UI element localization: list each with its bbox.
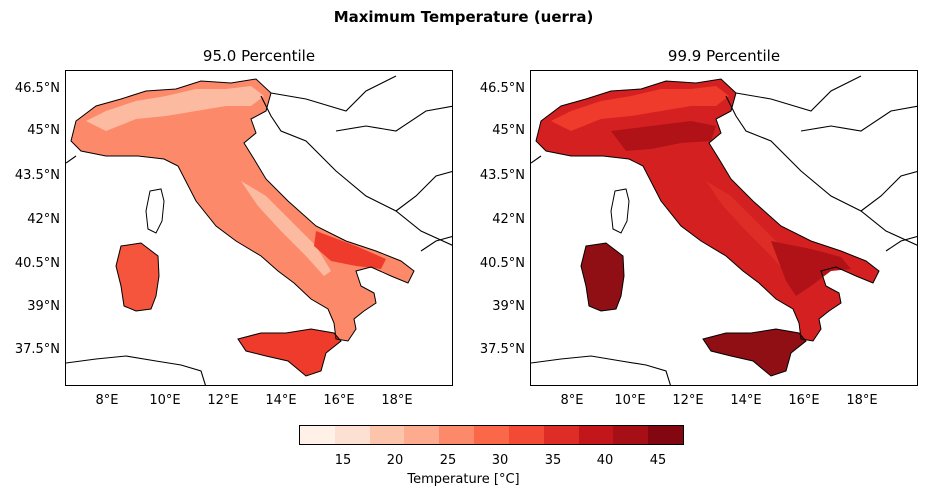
border-line bbox=[335, 105, 452, 132]
lat-tick-label: 42°N bbox=[492, 212, 525, 227]
colorbar-swatch bbox=[439, 426, 475, 444]
lon-tick-label: 12°E bbox=[672, 393, 704, 408]
france-coast bbox=[531, 155, 542, 164]
sardinia bbox=[581, 243, 624, 311]
po-valley-hot-zone bbox=[611, 121, 716, 151]
lat-tick-label: 39°N bbox=[492, 299, 525, 314]
colorbar bbox=[299, 425, 684, 445]
colorbar-tick-label: 45 bbox=[649, 453, 667, 468]
colorbar-swatch bbox=[508, 426, 544, 444]
colorbar-tick-label: 35 bbox=[544, 453, 562, 468]
apennines-cooler-zone bbox=[241, 181, 331, 276]
balkan-coast bbox=[725, 95, 917, 246]
map-panel-99-9-percentile bbox=[530, 70, 918, 386]
lon-tick-label: 8°E bbox=[560, 393, 584, 408]
border-line bbox=[860, 170, 917, 212]
border-line bbox=[885, 235, 917, 252]
border-line bbox=[420, 235, 452, 252]
apulia-warm-zone bbox=[314, 231, 386, 269]
corsica bbox=[145, 188, 165, 234]
colorbar-swatch bbox=[578, 426, 614, 444]
map-canvas-left bbox=[66, 75, 452, 385]
lat-tick-label: 42°N bbox=[27, 212, 60, 227]
lon-tick-label: 10°E bbox=[149, 393, 181, 408]
colorbar-swatch bbox=[404, 426, 440, 444]
apennines-cooler-zone bbox=[706, 181, 796, 276]
lon-tick-label: 14°E bbox=[265, 393, 297, 408]
lat-tick-label: 37.5°N bbox=[479, 342, 525, 357]
border-line bbox=[735, 75, 862, 112]
southern-hot-zone bbox=[771, 241, 851, 296]
lat-tick-label: 46.5°N bbox=[14, 81, 60, 96]
map-panel-95-percentile bbox=[65, 70, 453, 386]
colorbar-tick-label: 40 bbox=[596, 453, 614, 468]
balkan-coast bbox=[260, 95, 452, 246]
border-line bbox=[270, 75, 397, 112]
lon-tick-label: 16°E bbox=[788, 393, 820, 408]
colorbar-swatch bbox=[613, 426, 649, 444]
lat-tick-label: 40.5°N bbox=[479, 256, 525, 271]
france-coast bbox=[66, 155, 77, 164]
colorbar-tick-label: 30 bbox=[491, 453, 509, 468]
africa-coast bbox=[531, 355, 671, 385]
lat-tick-label: 46.5°N bbox=[479, 81, 525, 96]
colorbar-tick-label: 25 bbox=[439, 453, 457, 468]
lat-tick-label: 40.5°N bbox=[14, 256, 60, 271]
lat-tick-label: 37.5°N bbox=[14, 342, 60, 357]
colorbar-swatch bbox=[369, 426, 405, 444]
colorbar-swatch bbox=[334, 426, 370, 444]
colorbar-label: Temperature [°C] bbox=[407, 472, 520, 487]
figure-title: Maximum Temperature (uerra) bbox=[333, 8, 594, 26]
lon-tick-label: 8°E bbox=[95, 393, 119, 408]
border-line bbox=[395, 170, 452, 212]
colorbar-tick-label: 20 bbox=[386, 453, 404, 468]
italy-mainland bbox=[71, 79, 414, 341]
corsica bbox=[610, 188, 630, 234]
sicily bbox=[703, 329, 806, 376]
lon-tick-label: 18°E bbox=[381, 393, 413, 408]
lat-tick-label: 45°N bbox=[492, 123, 525, 138]
lon-tick-label: 16°E bbox=[323, 393, 355, 408]
lon-tick-label: 18°E bbox=[846, 393, 878, 408]
colorbar-swatch bbox=[543, 426, 579, 444]
africa-coast bbox=[66, 355, 206, 385]
lon-tick-label: 14°E bbox=[730, 393, 762, 408]
sardinia bbox=[116, 243, 159, 311]
map-canvas-right bbox=[531, 75, 917, 385]
lat-tick-label: 43.5°N bbox=[14, 168, 60, 183]
panel-title-left: 95.0 Percentile bbox=[202, 47, 316, 65]
colorbar-swatch bbox=[300, 426, 335, 444]
alps-cooler-zone bbox=[551, 86, 729, 131]
lat-tick-label: 39°N bbox=[27, 299, 60, 314]
alps-cooler-zone bbox=[86, 86, 264, 131]
lat-tick-label: 45°N bbox=[27, 123, 60, 138]
border-line bbox=[800, 105, 917, 132]
lon-tick-label: 10°E bbox=[614, 393, 646, 408]
colorbar-swatch bbox=[648, 426, 683, 444]
colorbar-swatch bbox=[474, 426, 509, 444]
sicily bbox=[238, 329, 341, 376]
colorbar-tick-label: 15 bbox=[334, 453, 352, 468]
panel-title-right: 99.9 Percentile bbox=[667, 47, 781, 65]
lat-tick-label: 43.5°N bbox=[479, 168, 525, 183]
lon-tick-label: 12°E bbox=[207, 393, 239, 408]
